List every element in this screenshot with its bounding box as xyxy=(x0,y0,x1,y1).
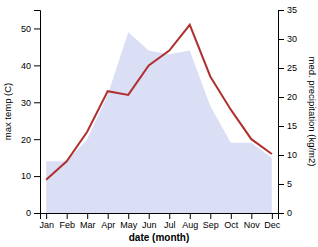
tick-mark xyxy=(210,213,211,219)
y-axis: 0 10 20 30 40 50 xyxy=(21,11,41,219)
tick: Jan xyxy=(39,213,54,230)
tick-mark xyxy=(67,213,68,219)
tick-mark xyxy=(251,213,252,219)
tick: 40 xyxy=(21,61,40,71)
tick-mark xyxy=(278,68,284,69)
tick: 0 xyxy=(26,208,40,218)
x-axis: Jan Feb Mar Apr May Jun Jul Aug Sep Oct NovDec xyxy=(39,213,280,230)
tick-mark xyxy=(169,213,170,219)
tick-mark xyxy=(231,213,232,219)
tick: Nov xyxy=(244,213,261,230)
tick-label: 30 xyxy=(21,98,31,108)
tick-mark xyxy=(278,155,284,156)
tick: Aug xyxy=(182,213,198,230)
tick: Mar xyxy=(80,213,96,230)
tick: 25 xyxy=(278,63,297,73)
tick-mark xyxy=(34,102,40,103)
tick-label: 50 xyxy=(21,24,31,34)
tick: 35 xyxy=(278,5,297,15)
tick-label: 25 xyxy=(287,63,297,73)
tick: Jun xyxy=(142,213,157,230)
tick-label: 20 xyxy=(287,92,297,102)
tick-mark xyxy=(190,213,191,219)
axis-line xyxy=(279,11,285,214)
tick-mark xyxy=(278,10,284,11)
tick: 10 xyxy=(278,150,297,160)
tick-label: 0 xyxy=(287,208,292,218)
y2-axis-title: med. precipitation (kg/m2) xyxy=(307,57,318,167)
tick-label: 35 xyxy=(287,5,297,15)
tick-label: Feb xyxy=(59,220,75,230)
tick-label: Apr xyxy=(101,220,115,230)
tick-label: 20 xyxy=(21,135,31,145)
tick-mark xyxy=(278,126,284,127)
x-axis-title: date (month) xyxy=(129,232,190,243)
tick-label: Aug xyxy=(182,220,198,230)
tick-mark xyxy=(128,213,129,219)
area xyxy=(46,32,272,213)
tick-mark xyxy=(278,213,284,214)
tick-label: 15 xyxy=(287,121,297,131)
tick-mark xyxy=(34,176,40,177)
tick: Dec xyxy=(264,213,281,230)
tick-label: Nov xyxy=(244,220,261,230)
y2-axis: 0 5 10 15 20 25 30 35 xyxy=(278,5,297,218)
tick-mark xyxy=(87,213,88,219)
tick-mark xyxy=(278,39,284,40)
tick-mark xyxy=(34,139,40,140)
chart: Jan Feb Mar Apr May Jun Jul Aug Sep Oct NovDec 0 10 2… xyxy=(0,0,318,247)
axis-line xyxy=(34,11,41,214)
tick-label: 30 xyxy=(287,34,297,44)
tick-mark xyxy=(149,213,150,219)
tick-mark xyxy=(34,65,40,66)
tick-label: Jun xyxy=(142,220,157,230)
tick-label: Mar xyxy=(80,220,96,230)
tick: Jul xyxy=(164,213,176,230)
tick-mark xyxy=(278,184,284,185)
tick-label: 40 xyxy=(21,61,31,71)
tick-mark xyxy=(272,213,273,219)
tick: 10 xyxy=(21,171,40,181)
tick-label: Jan xyxy=(39,220,54,230)
plot-area xyxy=(46,25,272,213)
tick-mark xyxy=(34,28,40,29)
tick-label: 0 xyxy=(26,208,31,218)
tick-label: Oct xyxy=(224,220,239,230)
axis-line xyxy=(41,214,279,220)
tick-mark xyxy=(278,97,284,98)
y-axis-title: max temp (C) xyxy=(2,83,13,141)
tick: 5 xyxy=(278,179,292,189)
tick: 20 xyxy=(278,92,297,102)
tick-mark xyxy=(108,213,109,219)
tick: Feb xyxy=(59,213,75,230)
tick: 20 xyxy=(21,135,40,145)
tick-label: 10 xyxy=(21,171,31,181)
tick: 15 xyxy=(278,121,297,131)
tick: May xyxy=(120,213,138,230)
tick-label: Jul xyxy=(164,220,176,230)
tick-label: May xyxy=(120,220,138,230)
tick-label: 5 xyxy=(287,179,292,189)
line xyxy=(46,25,272,180)
tick-label: 10 xyxy=(287,150,297,160)
tick: Oct xyxy=(224,213,239,230)
tick: 0 xyxy=(278,208,292,218)
tick: Sep xyxy=(203,213,219,230)
tick-mark xyxy=(46,213,47,219)
tick: Apr xyxy=(101,213,115,230)
tick: 50 xyxy=(21,24,40,34)
tick-label: Sep xyxy=(203,220,219,230)
tick: 30 xyxy=(21,98,40,108)
tick: 30 xyxy=(278,34,297,44)
tick-mark xyxy=(34,213,40,214)
tick-label: Dec xyxy=(264,220,281,230)
